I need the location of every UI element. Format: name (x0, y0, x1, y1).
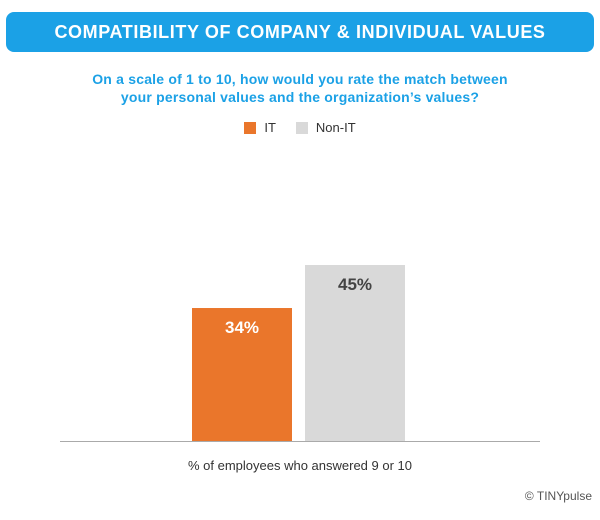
title-banner: COMPATIBILITY OF COMPANY & INDIVIDUAL VA… (6, 12, 594, 52)
legend-item-non-it: Non-IT (295, 120, 356, 135)
legend-label-it: IT (264, 120, 276, 135)
legend: IT Non-IT (0, 120, 600, 135)
legend-swatch-non-it (295, 121, 308, 134)
chart-subtitle: On a scale of 1 to 10, how would you rat… (40, 70, 560, 106)
subtitle-line-1: On a scale of 1 to 10, how would you rat… (92, 71, 508, 87)
data-label-it: 34% (225, 318, 259, 337)
legend-label-non-it: Non-IT (315, 120, 356, 135)
bar-it (192, 308, 292, 441)
legend-swatch-it (244, 121, 257, 134)
credit-text: © TINYpulse (524, 489, 592, 503)
bar-non-it (305, 265, 405, 441)
chart-title: COMPATIBILITY OF COMPANY & INDIVIDUAL VA… (54, 21, 546, 42)
subtitle-line-2: your personal values and the organizatio… (120, 89, 480, 105)
legend-item-it: IT (244, 120, 276, 135)
data-label-non-it: 45% (338, 275, 372, 294)
x-axis-label: % of employees who answered 9 or 10 (187, 458, 412, 473)
